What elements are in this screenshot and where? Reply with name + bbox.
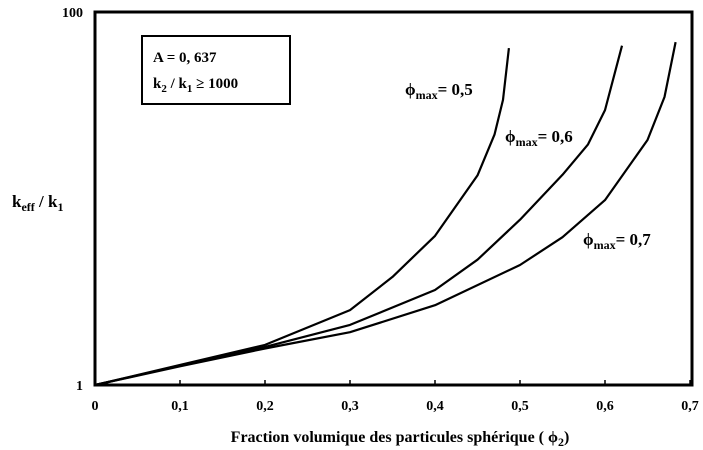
y-tick-label: 100 — [62, 6, 83, 21]
text-part: k — [12, 192, 22, 211]
y-axis-label: keff / k1 — [12, 192, 63, 214]
x-tick-label: 0,1 — [171, 399, 189, 414]
x-tick-label: 0,6 — [596, 399, 614, 414]
x-tick-label: 0,2 — [256, 399, 274, 414]
subscript: 1 — [187, 83, 193, 95]
text-part: = 0,6 — [538, 127, 573, 146]
curve — [94, 47, 510, 387]
subscript: 2 — [558, 435, 564, 449]
text-part: Fraction volumique des particules sphéri… — [231, 429, 558, 446]
subscript: max — [416, 88, 438, 102]
curve — [94, 41, 677, 387]
text-part: A = 0, 637 — [153, 50, 217, 66]
plot-frame — [93, 10, 694, 387]
x-tick-label: 0 — [92, 399, 99, 414]
annotation: A = 0, 637 — [153, 50, 217, 66]
curve — [94, 45, 624, 387]
x-axis-label: Fraction volumique des particules sphéri… — [231, 429, 570, 449]
text-part: ϕ — [405, 80, 416, 99]
subscript: eff — [21, 200, 35, 214]
text-part: = 0,5 — [438, 80, 473, 99]
annotation-box — [141, 35, 291, 105]
curve-label: ϕmax= 0,5 — [405, 80, 473, 102]
subscript: max — [516, 135, 538, 149]
text-part: / k — [35, 192, 58, 211]
text-part: ϕ — [583, 230, 594, 249]
subscript: 2 — [161, 83, 167, 95]
x-tick-label: 0,7 — [681, 399, 699, 414]
subscript: max — [594, 238, 616, 252]
curve-label: ϕmax= 0,6 — [505, 127, 573, 149]
text-part: = 0,7 — [616, 230, 652, 249]
y-tick-label: 1 — [76, 379, 83, 394]
curve-label: ϕmax= 0,7 — [583, 230, 651, 252]
text-part: / k — [167, 76, 188, 92]
text-part: ≥ 1000 — [192, 76, 238, 92]
text-part: ) — [564, 429, 569, 446]
text-part: k — [153, 76, 162, 92]
subscript: 1 — [57, 200, 63, 214]
x-tick-label: 0,3 — [341, 399, 359, 414]
x-tick-label: 0,5 — [511, 399, 529, 414]
text-part: ϕ — [505, 127, 516, 146]
annotation: k2 / k1 ≥ 1000 — [153, 76, 238, 95]
x-tick-label: 0,4 — [426, 399, 444, 414]
